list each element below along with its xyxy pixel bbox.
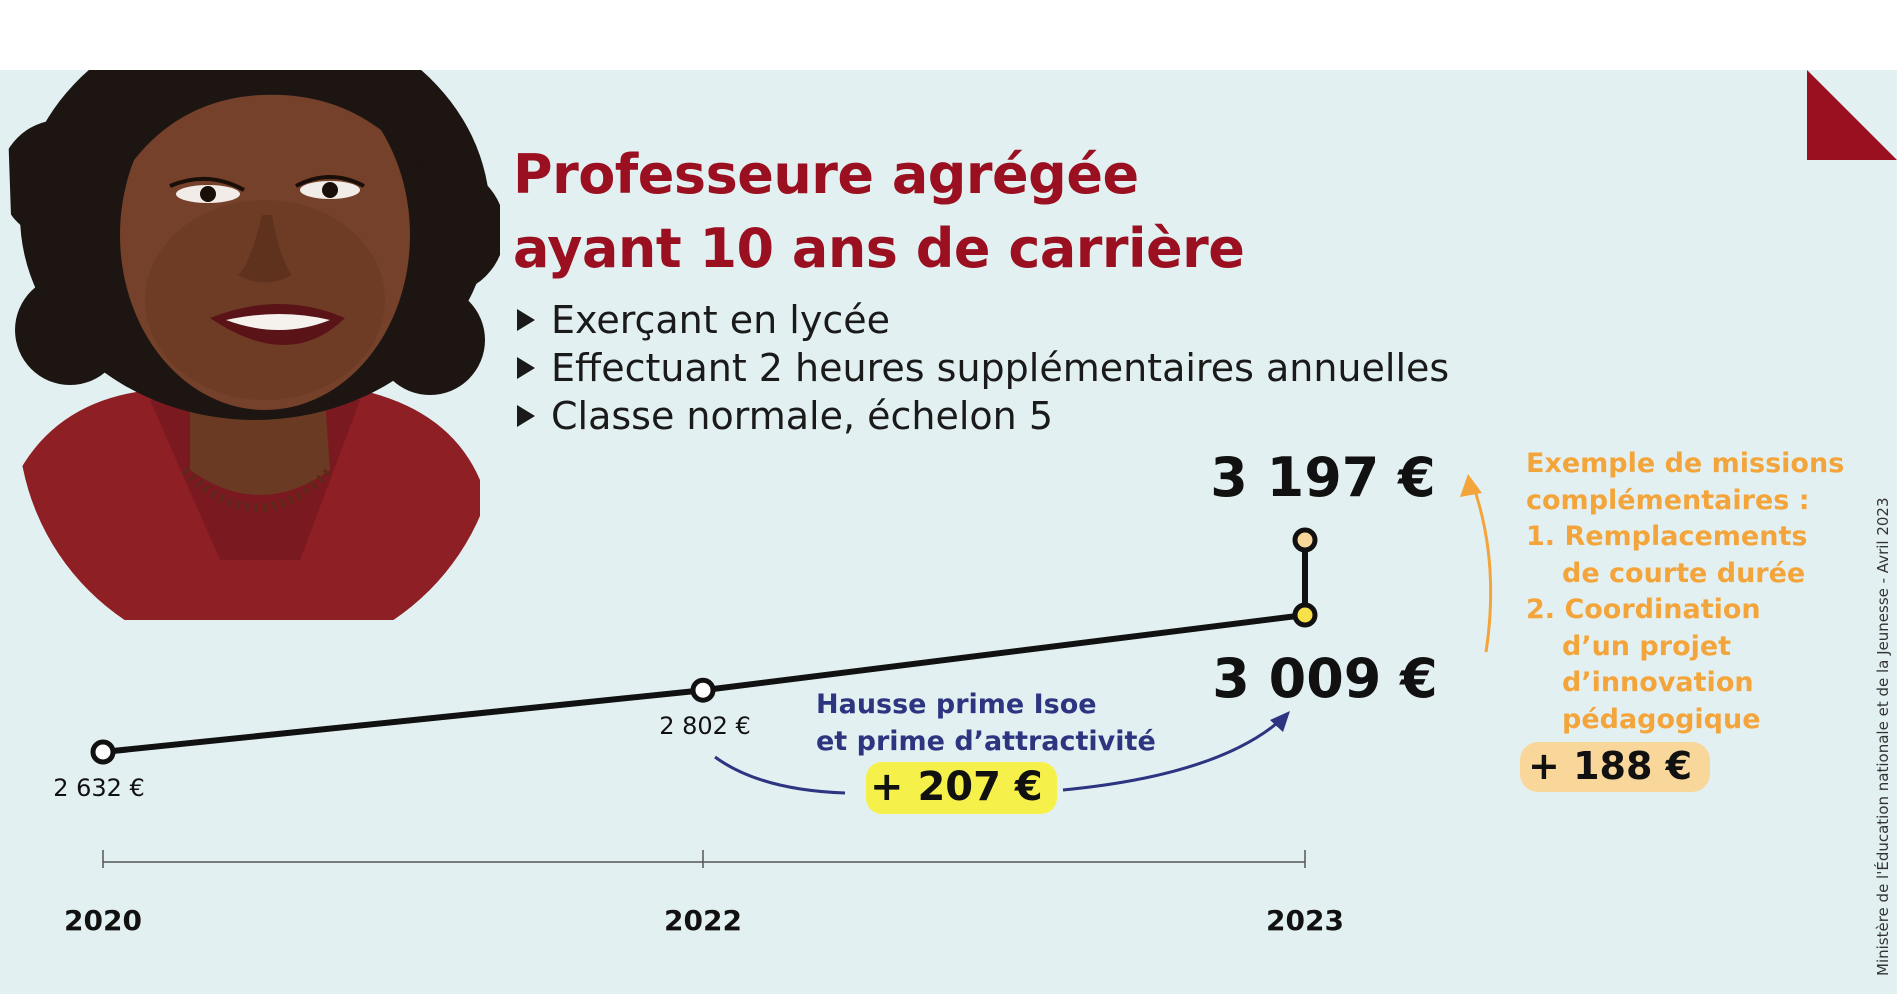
- x-tick-label: 2020: [64, 904, 142, 937]
- mission-2-line-1: 2. Coordination: [1526, 594, 1761, 625]
- triangle-bullet-icon: [517, 357, 535, 379]
- criteria-item: Classe normale, échelon 5: [515, 392, 1449, 440]
- missions-arrowhead: [1460, 474, 1482, 497]
- hausse-arrowhead: [1270, 711, 1290, 732]
- data-point-marker: [1292, 602, 1318, 628]
- data-point-label: 2 802 €: [659, 712, 751, 740]
- data-point-marker: [1292, 527, 1318, 553]
- criteria-item: Effectuant 2 heures supplémentaires annu…: [515, 344, 1449, 392]
- title-line-2: ayant 10 ans de carrière: [513, 217, 1245, 280]
- hausse-line-2: et prime d’attractivité: [816, 726, 1156, 757]
- mission-1-line-2: de courte durée: [1562, 557, 1806, 589]
- criteria-list: Exerçant en lycée Effectuant 2 heures su…: [515, 296, 1449, 440]
- triangle-bullet-icon: [517, 405, 535, 427]
- teacher-portrait: [6, 70, 500, 620]
- page-title: Professeure agrégée ayant 10 ans de carr…: [513, 138, 1245, 286]
- x-tick-label: 2022: [664, 904, 742, 937]
- data-point-marker: [690, 677, 716, 703]
- corner-triangle: [1807, 70, 1897, 160]
- x-tick-label: 2023: [1266, 904, 1344, 937]
- mission-2-line-4: pédagogique: [1562, 703, 1761, 735]
- missions-title-1: Exemple de missions: [1526, 448, 1845, 479]
- title-line-1: Professeure agrégée: [513, 143, 1139, 206]
- credit-line: Ministère de l'Éducation nationale et de…: [1874, 497, 1892, 976]
- hausse-arrow-right: [1062, 716, 1285, 792]
- criteria-text: Effectuant 2 heures supplémentaires annu…: [551, 346, 1450, 390]
- mission-2-line-3: d’innovation: [1562, 667, 1754, 698]
- hausse-line-1: Hausse prime Isoe: [816, 689, 1097, 720]
- hausse-value-badge: + 207 €: [866, 762, 1057, 814]
- missions-arrow: [1470, 481, 1493, 653]
- criteria-text: Classe normale, échelon 5: [551, 394, 1053, 438]
- criteria-item: Exerçant en lycée: [515, 296, 1449, 344]
- missions-title-2: complémentaires :: [1526, 484, 1810, 516]
- data-point-label: 3 009 €: [1212, 647, 1437, 710]
- hausse-annotation: Hausse prime Isoe et prime d’attractivit…: [816, 686, 1156, 760]
- data-point-marker: [90, 739, 116, 765]
- hausse-arrow-left: [714, 755, 846, 795]
- missions-value-badge: + 188 €: [1520, 742, 1711, 792]
- mission-1-line-1: 1. Remplacements: [1526, 521, 1808, 552]
- data-point-label: 3 197 €: [1210, 446, 1435, 509]
- mission-2-line-2: d’un projet: [1562, 630, 1732, 662]
- triangle-bullet-icon: [517, 309, 535, 331]
- criteria-text: Exerçant en lycée: [551, 298, 890, 342]
- data-point-label: 2 632 €: [53, 774, 145, 802]
- missions-annotation: Exemple de missions complémentaires : 1.…: [1526, 446, 1844, 738]
